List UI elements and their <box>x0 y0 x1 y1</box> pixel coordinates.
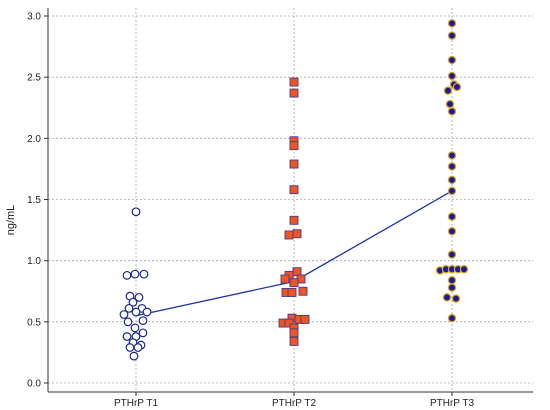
data-point <box>452 82 462 92</box>
data-point <box>139 269 149 279</box>
data-point <box>289 141 299 151</box>
data-point <box>292 229 302 239</box>
data-point <box>445 99 455 109</box>
data-point <box>447 275 457 285</box>
y-tick-label: 0.5 <box>27 317 41 328</box>
data-point <box>138 328 148 338</box>
y-tick-label: 1.0 <box>27 256 41 267</box>
y-tick-label: 3.0 <box>27 12 41 23</box>
data-point <box>131 207 141 217</box>
data-point <box>289 185 299 195</box>
data-point <box>134 292 144 302</box>
axes <box>44 8 533 396</box>
data-point <box>289 159 299 169</box>
data-point <box>284 230 294 240</box>
data-point <box>459 264 469 274</box>
y-tick-label: 2.0 <box>27 134 41 145</box>
data-point <box>287 288 297 297</box>
data-point <box>122 270 132 280</box>
data-point <box>298 286 308 296</box>
data-point <box>289 88 299 98</box>
y-tick-label: 0.0 <box>27 379 41 390</box>
data-point <box>125 343 135 352</box>
x-tick-label: PTHrP T3 <box>430 398 475 409</box>
data-point <box>447 227 457 236</box>
y-tick-label: 2.5 <box>27 73 41 84</box>
x-tick-label: PTHrP T2 <box>272 398 317 409</box>
data-point <box>284 318 294 328</box>
data-point <box>300 314 310 324</box>
data-point <box>447 55 457 65</box>
y-tick-label: 1.5 <box>27 195 41 206</box>
data-point <box>133 343 143 352</box>
data-point <box>447 31 457 40</box>
data-point <box>119 310 129 319</box>
data-point <box>443 86 453 95</box>
data-point <box>289 336 299 346</box>
data-point <box>447 186 457 196</box>
data-point <box>451 294 461 303</box>
data-point <box>447 250 457 259</box>
x-tick-label: PTHrP T1 <box>114 398 159 409</box>
data-point <box>129 351 139 361</box>
data-point <box>122 332 132 341</box>
data-point <box>130 323 140 333</box>
data-point <box>280 274 290 284</box>
data-point <box>123 317 133 327</box>
data-point <box>447 313 457 323</box>
data-point <box>289 77 299 87</box>
data-point <box>447 107 457 116</box>
data-point <box>131 307 141 317</box>
data-point <box>447 283 457 292</box>
data-point <box>447 19 457 28</box>
data-point <box>447 175 457 185</box>
data-point <box>289 215 299 225</box>
data-point <box>142 307 152 317</box>
tick-labels: 0.0 0.5 1.0 1.5 2.0 2.5 3.0 PTHrP T1 PTHrP T2 PTH… <box>27 12 474 410</box>
points-layer <box>119 19 469 361</box>
data-point <box>124 303 134 313</box>
data-point <box>289 278 299 288</box>
y-axis-label: ng/mL <box>5 205 17 236</box>
data-point <box>447 71 457 81</box>
data-point <box>292 267 302 277</box>
data-point <box>442 293 452 302</box>
data-point <box>447 151 457 160</box>
data-point <box>289 328 299 338</box>
data-point <box>447 212 457 221</box>
data-point <box>128 297 138 307</box>
data-point <box>130 269 140 279</box>
data-point <box>138 316 148 326</box>
data-point <box>447 162 457 171</box>
